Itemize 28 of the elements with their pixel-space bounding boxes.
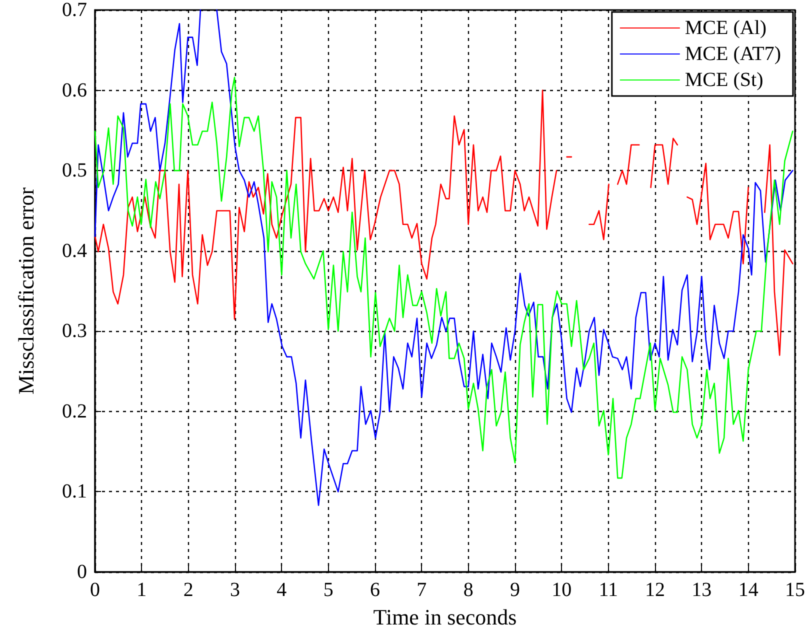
x-tick-label: 14	[738, 579, 758, 601]
x-tick-label: 3	[230, 579, 240, 601]
y-tick-label: 0	[77, 561, 87, 583]
y-tick-label: 0.3	[62, 320, 87, 342]
x-tick-label: 7	[416, 579, 427, 601]
x-tick-label: 11	[598, 579, 618, 601]
x-tick-label: 6	[370, 579, 380, 601]
y-tick-label: 0.5	[62, 160, 87, 182]
legend-label: MCE (St)	[684, 69, 764, 91]
y-tick-label: 0.1	[62, 480, 87, 503]
legend-label: MCE (AT7)	[684, 43, 782, 65]
x-tick-label: 8	[463, 579, 474, 601]
legend-label: MCE (Al)	[684, 17, 767, 39]
y-axis-title: Missclassification error	[14, 186, 38, 395]
x-tick-label: 15	[785, 579, 805, 601]
x-axis-title: Time in seconds	[373, 604, 517, 630]
y-tick-label: 0.2	[62, 400, 87, 422]
y-tick-label: 0.7	[62, 0, 87, 21]
y-tick-label: 0.6	[62, 79, 87, 102]
x-tick-label: 13	[692, 579, 712, 601]
x-tick-label: 5	[323, 579, 334, 601]
x-tick-label: 12	[645, 579, 665, 601]
x-tick-label: 1	[136, 579, 147, 601]
x-tick-label: 9	[510, 579, 520, 601]
x-tick-label: 4	[276, 579, 287, 601]
x-tick-label: 10	[552, 579, 572, 601]
y-tick-label: 0.4	[62, 240, 87, 262]
x-tick-label: 2	[183, 579, 194, 601]
